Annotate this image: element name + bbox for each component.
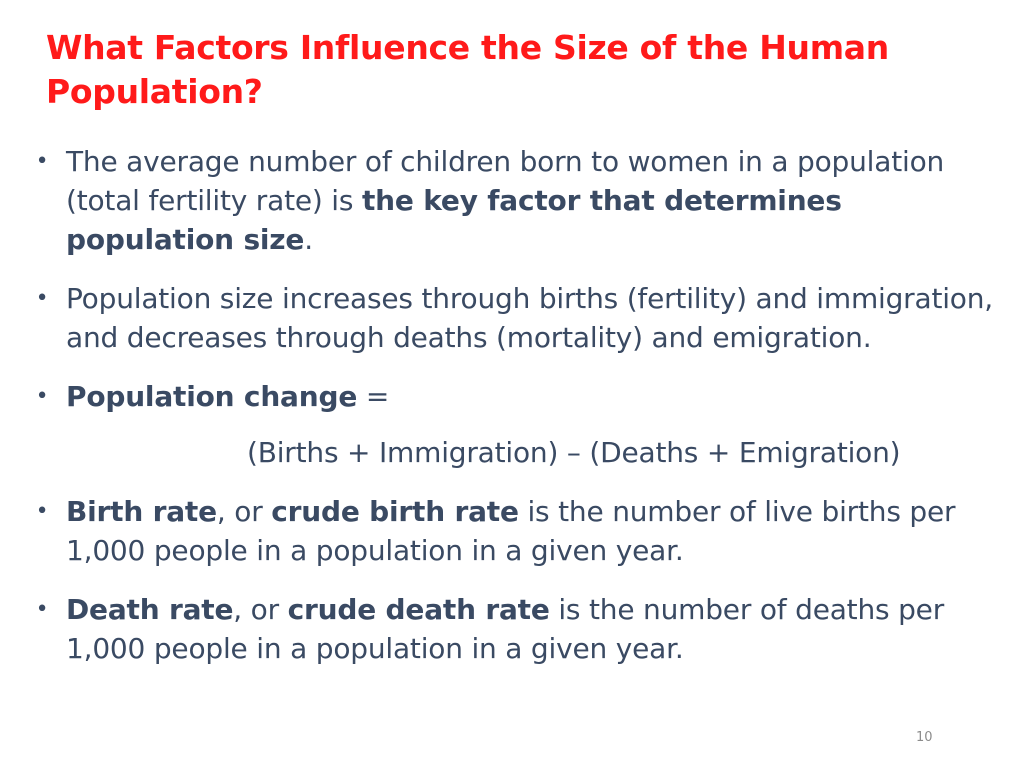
bullet-emphasis: the key factor that determines populatio…: [66, 184, 842, 256]
bullet-population-size: • Population size increases through birt…: [28, 279, 996, 357]
population-change-equation: (Births + Immigration) – (Deaths + Emigr…: [247, 436, 901, 469]
bullet-population-change: • Population change = (Births + Immigrat…: [28, 377, 996, 472]
bullet-emphasis: crude birth rate: [271, 495, 519, 528]
bullet-fertility: • The average number of children born to…: [28, 142, 996, 259]
bullet-emphasis: Population change: [66, 380, 358, 413]
bullet-text: is the number of live births per 1,000 p…: [66, 495, 956, 567]
bullet-dot-icon: •: [35, 499, 49, 524]
bullet-emphasis: crude death rate: [287, 593, 550, 626]
bullet-dot-icon: •: [35, 597, 49, 622]
bullet-text: , or: [233, 593, 288, 626]
bullet-dot-icon: •: [35, 384, 49, 409]
bullet-dot-icon: •: [35, 149, 49, 174]
bullet-text: .: [304, 223, 313, 256]
bullet-emphasis: Birth rate: [66, 495, 217, 528]
slide-title: What Factors Influence the Size of the H…: [46, 28, 889, 111]
bullet-dot-icon: •: [35, 286, 49, 311]
bullet-text: , or: [216, 495, 272, 528]
bullet-text: The average number of children born to w…: [66, 145, 945, 217]
bullet-birth-rate: • Birth rate, or crude birth rate is the…: [28, 492, 996, 570]
bullet-text: Population size increases through births…: [66, 282, 993, 354]
bullet-emphasis: Death rate: [66, 593, 234, 626]
bullet-list: • The average number of children born to…: [28, 142, 996, 688]
bullet-death-rate: • Death rate, or crude death rate is the…: [28, 590, 996, 668]
bullet-text: is the number of deaths per 1,000 people…: [66, 593, 945, 665]
bullet-text: =: [357, 380, 390, 413]
page-number: 10: [916, 730, 933, 745]
